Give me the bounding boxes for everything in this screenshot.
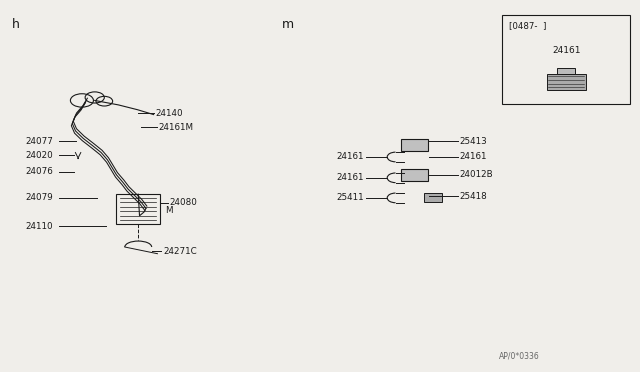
- FancyBboxPatch shape: [424, 193, 442, 202]
- Text: m: m: [282, 18, 294, 31]
- Bar: [502, 15, 630, 104]
- Text: 24080: 24080: [170, 198, 198, 207]
- Text: 24110: 24110: [26, 222, 53, 231]
- Text: 24161: 24161: [552, 46, 580, 55]
- Bar: [401, 139, 428, 151]
- Bar: [401, 169, 428, 181]
- Text: 24161: 24161: [336, 153, 364, 161]
- Text: 24079: 24079: [26, 193, 53, 202]
- Text: 25413: 25413: [460, 137, 487, 146]
- Bar: [557, 68, 575, 74]
- Text: 24020: 24020: [26, 151, 53, 160]
- Text: 24161: 24161: [336, 173, 364, 182]
- Text: [0487-  ]: [0487- ]: [509, 22, 546, 31]
- Text: h: h: [12, 18, 19, 31]
- Text: AP/0*0336: AP/0*0336: [499, 352, 540, 361]
- Text: 24161: 24161: [460, 153, 487, 161]
- Text: 24076: 24076: [26, 167, 53, 176]
- Text: 24012B: 24012B: [460, 170, 493, 179]
- Text: 24140: 24140: [156, 109, 183, 118]
- Text: M: M: [165, 206, 173, 215]
- Text: 24161M: 24161M: [159, 123, 194, 132]
- Bar: [547, 74, 586, 90]
- Text: 25418: 25418: [460, 192, 487, 201]
- Text: 25411: 25411: [336, 193, 364, 202]
- Text: 24077: 24077: [26, 137, 54, 146]
- Bar: [116, 194, 160, 224]
- Text: 24271C: 24271C: [163, 247, 197, 256]
